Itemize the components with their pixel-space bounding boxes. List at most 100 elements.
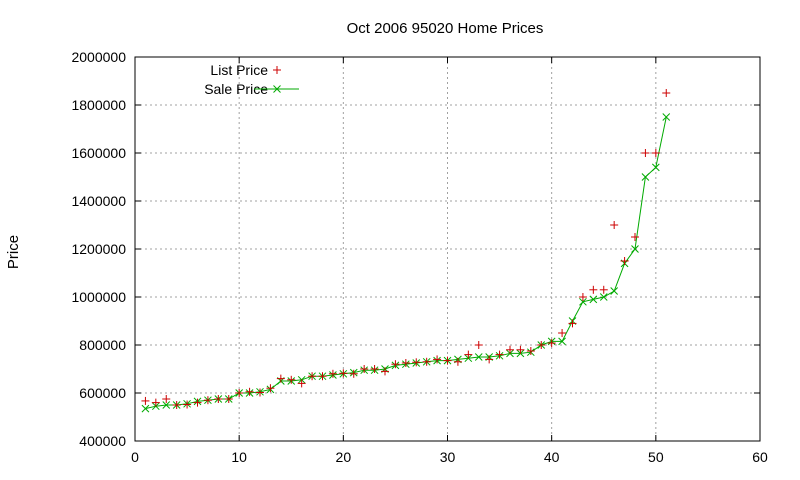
y-tick-label: 400000 — [79, 433, 126, 449]
cross-b — [599, 293, 608, 301]
list-price-point — [620, 257, 629, 265]
chart-title: Oct 2006 95020 Home Prices — [347, 20, 544, 37]
list-price-point — [526, 347, 535, 355]
cross-b — [589, 295, 598, 304]
sale-price-point — [162, 401, 171, 409]
list-price-point — [183, 400, 192, 409]
list-price-point — [224, 395, 233, 403]
cross-b — [631, 245, 639, 253]
list-price-point — [433, 355, 442, 364]
list-price-point — [381, 367, 389, 376]
list-price-point — [391, 360, 400, 369]
cross-b — [273, 85, 281, 93]
cross-b — [579, 297, 587, 306]
x-tick-label: 40 — [544, 449, 560, 465]
cross-b — [474, 353, 483, 361]
list-price-point — [141, 396, 150, 405]
cross-b — [162, 401, 171, 409]
list-price-point — [568, 319, 577, 328]
cross-b — [662, 113, 671, 121]
list-price-point — [610, 221, 619, 229]
legend-marker-sale-price — [273, 85, 281, 93]
list-price-point — [578, 293, 587, 301]
x-tick-label: 50 — [648, 449, 664, 465]
list-price-point — [256, 388, 264, 397]
y-tick-label: 1200000 — [71, 241, 126, 257]
list-price-point — [328, 369, 337, 378]
list-price-point — [172, 401, 181, 409]
list-price-point — [360, 365, 369, 373]
grid-lines — [135, 57, 760, 441]
list-price-point — [599, 285, 608, 294]
list-price-point — [349, 369, 358, 378]
list-price-point — [318, 372, 327, 381]
cross-b — [651, 163, 660, 172]
sale-price-point — [558, 337, 566, 346]
list-price-point — [276, 374, 285, 383]
list-price-point — [641, 149, 650, 157]
list-price-point — [558, 329, 567, 337]
y-tick-label: 1600000 — [71, 145, 126, 161]
data-series — [141, 89, 671, 413]
y-tick-label: 600000 — [79, 385, 126, 401]
list-price-point — [151, 398, 160, 407]
sale-price-point — [631, 245, 639, 253]
y-axis-label: Price — [5, 235, 22, 269]
list-price-point — [235, 389, 244, 397]
legend-label-list-price: List Price — [210, 62, 268, 78]
list-price-point — [297, 379, 306, 388]
cross-b — [641, 173, 650, 181]
list-price-point — [474, 341, 483, 349]
list-price-point — [412, 358, 421, 367]
list-price-point — [516, 345, 525, 354]
sale-price-point — [599, 293, 608, 301]
list-price-point — [308, 372, 317, 381]
list-price-point — [245, 387, 254, 396]
sale-price-point — [641, 173, 650, 181]
list-price-point — [193, 398, 202, 407]
list-price-point — [485, 355, 494, 364]
sale-price-point — [579, 297, 587, 306]
list-price-point — [339, 369, 348, 378]
sale-price-point — [589, 295, 598, 304]
x-tick-label: 60 — [752, 449, 768, 465]
sale-price-point — [141, 404, 150, 413]
list-price-point — [443, 356, 452, 365]
y-tick-label: 1000000 — [71, 289, 126, 305]
sale-price-point — [662, 113, 671, 121]
series-list-price — [141, 89, 671, 409]
list-price-point — [537, 341, 546, 349]
legend-marker-list-price — [273, 66, 281, 74]
list-price-point — [464, 350, 473, 359]
list-price-point — [214, 395, 223, 403]
list-price-point — [631, 233, 639, 241]
list-price-point — [203, 396, 212, 405]
cross-b — [558, 337, 566, 346]
series-sale-price — [141, 113, 671, 413]
list-price-point — [401, 359, 410, 367]
y-tick-label: 800000 — [79, 337, 126, 353]
list-price-point — [162, 395, 171, 403]
list-price-point — [662, 89, 671, 97]
x-tick-label: 10 — [231, 449, 247, 465]
sale-price-point — [610, 287, 619, 295]
axis-ticks: 0 10 20 30 40 50 60 400000 600000 800000 1000000 12… — [71, 49, 768, 465]
list-price-point — [287, 375, 296, 384]
list-price-point — [589, 285, 598, 294]
x-tick-label: 30 — [440, 449, 456, 465]
cross-b — [141, 404, 150, 413]
list-price-point — [506, 345, 514, 354]
list-price-point — [651, 149, 660, 157]
list-price-point — [266, 384, 275, 393]
cross-b — [610, 287, 619, 295]
list-price-point — [370, 365, 379, 373]
x-tick-label: 20 — [336, 449, 352, 465]
legend-label-sale-price: Sale Price — [204, 81, 268, 97]
list-price-point — [495, 350, 504, 359]
legend: List Price Sale Price — [204, 62, 299, 97]
sale-price-point — [474, 353, 483, 361]
sale-price-point — [651, 163, 660, 172]
y-tick-label: 2000000 — [71, 49, 126, 65]
list-price-point — [422, 357, 431, 366]
